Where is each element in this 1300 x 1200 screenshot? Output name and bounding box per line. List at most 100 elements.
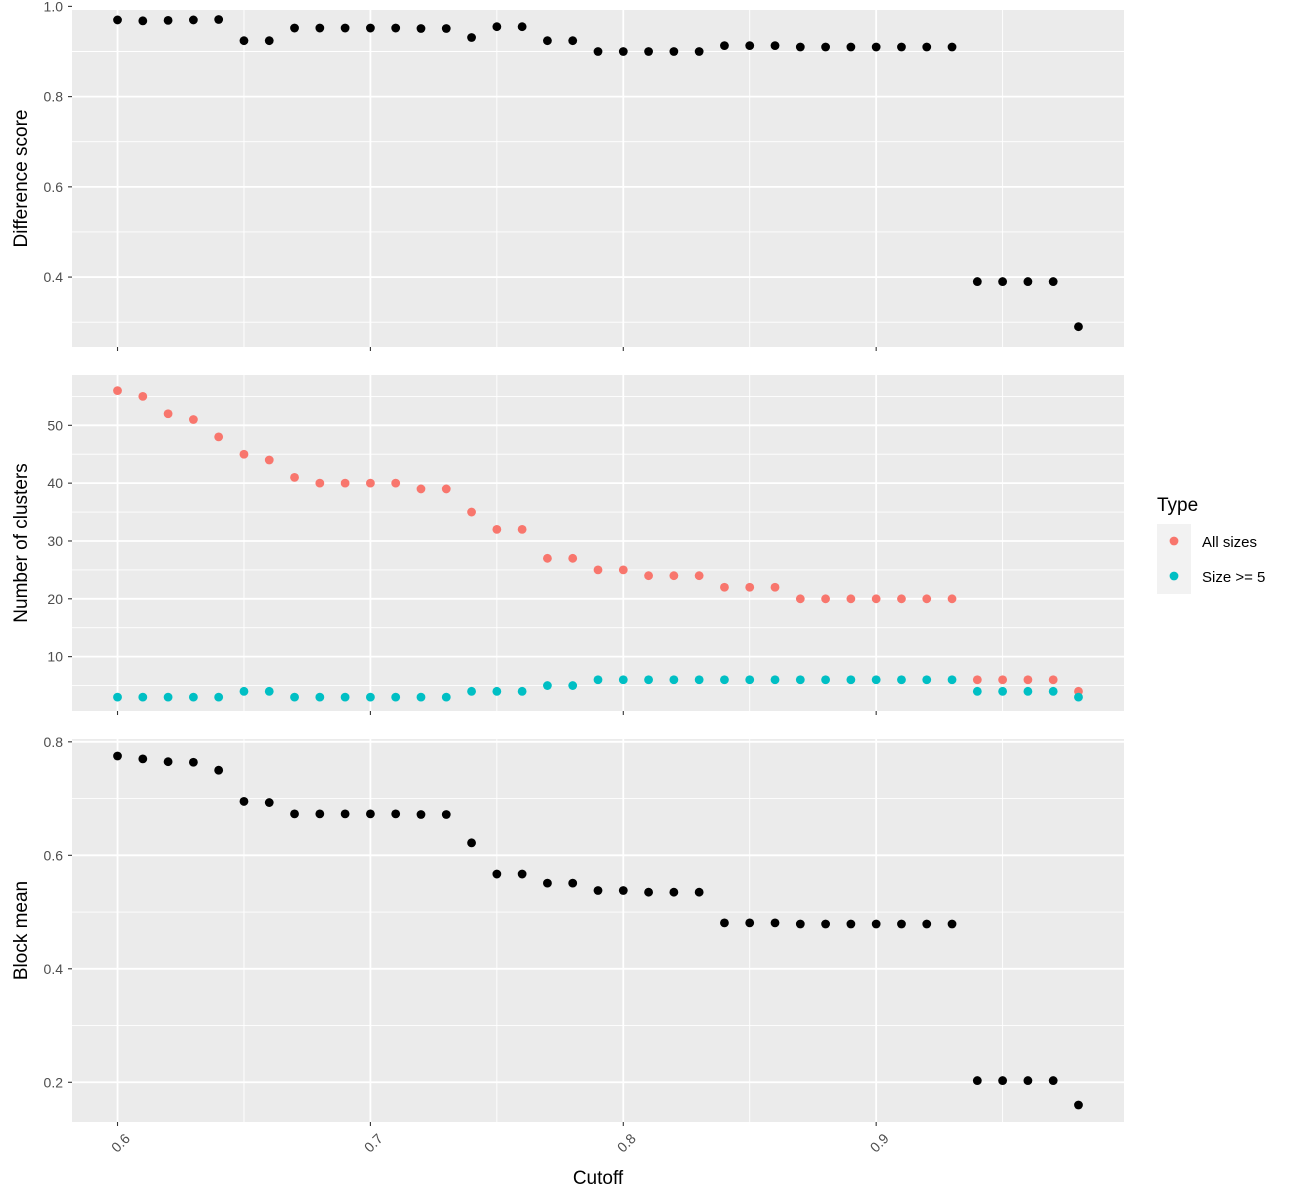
- data-point: [795, 919, 805, 929]
- data-point: [543, 36, 552, 46]
- data-point: [644, 571, 653, 581]
- data-point: [1023, 1076, 1033, 1085]
- data-point: [897, 594, 906, 604]
- data-point: [922, 594, 932, 604]
- data-point: [644, 47, 653, 56]
- legend-entry-size-5: Size >= 5: [1169, 569, 1265, 586]
- series-all-sizes: [113, 386, 1083, 696]
- data-point: [1074, 1100, 1083, 1110]
- data-point: [517, 686, 527, 696]
- data-point: [391, 692, 401, 702]
- data-point: [720, 582, 729, 592]
- data-point: [720, 41, 729, 51]
- data-point: [113, 751, 122, 761]
- y-tick-label: 1.0: [44, 0, 64, 14]
- data-point: [214, 432, 224, 442]
- data-point: [163, 757, 173, 767]
- data-point: [568, 553, 578, 563]
- data-point: [138, 754, 148, 764]
- data-point: [264, 798, 274, 807]
- data-point: [922, 675, 932, 685]
- data-point: [492, 22, 502, 32]
- data-point: [795, 594, 805, 604]
- data-point: [821, 919, 830, 929]
- data-point: [492, 869, 502, 879]
- data-point: [188, 15, 198, 25]
- panel-difference-score: 1.0 0.8 0.6 0.4 Difference score: [11, 0, 1124, 351]
- data-point: [188, 415, 198, 424]
- data-point: [720, 918, 729, 928]
- data-point: [694, 571, 704, 581]
- data-point: [669, 47, 679, 56]
- data-point: [239, 686, 249, 696]
- data-point: [543, 681, 552, 690]
- legend-entry-all-sizes: All sizes: [1169, 534, 1257, 551]
- data-point: [1023, 675, 1033, 685]
- y-tick-label: 0.4: [44, 269, 64, 285]
- series-size-5: [113, 675, 1083, 702]
- data-point: [972, 686, 982, 696]
- data-point: [897, 919, 906, 929]
- data-point: [972, 675, 982, 685]
- data-point: [972, 1076, 982, 1085]
- data-point: [1023, 277, 1033, 286]
- data-point: [745, 41, 755, 51]
- panel-background-block-mean: [72, 739, 1124, 1122]
- data-point: [163, 15, 173, 25]
- data-point: [618, 886, 628, 895]
- data-point: [795, 675, 805, 685]
- data-point: [492, 686, 502, 696]
- data-point: [517, 525, 527, 534]
- data-point: [264, 686, 274, 696]
- data-point: [618, 565, 628, 575]
- data-point: [593, 886, 603, 895]
- data-point: [947, 675, 957, 685]
- data-point: [922, 42, 932, 52]
- y-tick-label: 0.2: [44, 1074, 64, 1090]
- data-point: [467, 838, 476, 848]
- data-point: [517, 869, 527, 879]
- data-point: [593, 47, 603, 56]
- y-tick-label: 0.8: [44, 734, 64, 750]
- data-point: [1048, 1076, 1058, 1085]
- data-point: [846, 594, 856, 604]
- data-point: [998, 277, 1008, 286]
- data-point: [745, 582, 755, 592]
- data-point: [745, 918, 755, 928]
- data-point: [441, 24, 451, 33]
- data-point: [871, 594, 881, 604]
- data-point: [391, 809, 401, 819]
- data-point: [821, 594, 830, 604]
- data-point: [214, 765, 224, 775]
- data-point: [694, 675, 704, 685]
- data-point: [467, 33, 476, 42]
- data-point: [113, 386, 122, 396]
- data-point: [846, 42, 856, 52]
- data-point: [669, 887, 679, 897]
- data-point: [290, 809, 299, 819]
- series-series: [113, 15, 1083, 332]
- y-tick-label: 0.4: [44, 961, 64, 977]
- data-point: [972, 277, 982, 286]
- data-point: [315, 23, 325, 33]
- data-point: [1048, 686, 1058, 696]
- data-point: [669, 675, 679, 685]
- data-point: [416, 484, 426, 494]
- panel-number-of-clusters: 50 40 30 20 10 Number of clusters: [11, 375, 1124, 715]
- series-series: [113, 751, 1083, 1110]
- data-point: [366, 23, 375, 33]
- panel-background-number-of-clusters: [72, 375, 1124, 711]
- data-point: [264, 455, 274, 465]
- data-point: [138, 16, 148, 26]
- data-point: [998, 675, 1008, 685]
- data-point: [416, 24, 426, 33]
- data-point: [113, 692, 122, 702]
- legend-key-all-sizes: [1169, 536, 1179, 546]
- y-axis-title-difference-score: Difference score: [11, 110, 32, 248]
- data-point: [188, 692, 198, 702]
- data-point: [568, 681, 578, 690]
- data-point: [694, 887, 704, 897]
- data-point: [745, 675, 755, 685]
- data-point: [1023, 686, 1033, 696]
- y-tick-label: 0.6: [44, 847, 64, 863]
